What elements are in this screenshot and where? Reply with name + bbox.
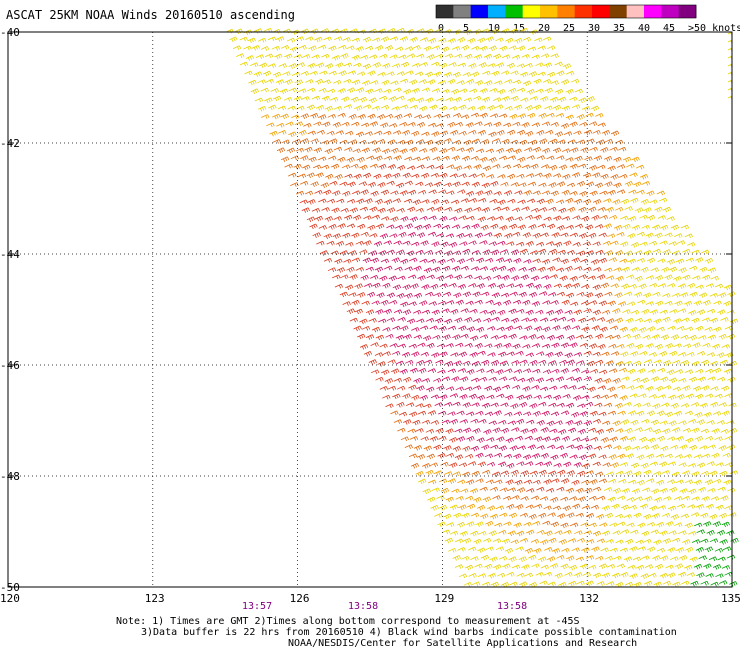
legend-swatch [522, 5, 541, 18]
longitude-label: 129 [434, 592, 454, 605]
latitude-label: -48 [0, 470, 20, 483]
wind-barbs [225, 27, 739, 588]
longitude-label: 126 [290, 592, 310, 605]
latitude-label: -40 [0, 26, 20, 39]
longitude-label: 132 [579, 592, 599, 605]
map-frame [7, 31, 733, 588]
latitude-label: -42 [0, 137, 20, 150]
legend-swatch [453, 5, 472, 18]
legend-swatch [609, 5, 628, 18]
note-line-1: Note: 1) Times are GMT 2)Times along bot… [116, 616, 580, 627]
legend-tick-label: 40 [638, 23, 650, 34]
legend-swatch [574, 5, 593, 18]
legend-tick-label: 0 [438, 23, 444, 34]
time-label: 13:57 [242, 601, 272, 612]
legend-tick-label: 5 [463, 23, 469, 34]
legend-swatch [644, 5, 662, 18]
legend-tick-label: 20 [538, 23, 550, 34]
legend-tick-label: 35 [613, 23, 625, 34]
time-label: 13:58 [348, 601, 378, 612]
note-line-2: 3)Data buffer is 22 hrs from 20160510 4)… [141, 627, 677, 638]
legend-swatch [436, 5, 454, 18]
latitude-label: -46 [0, 359, 20, 372]
legend-swatch [470, 5, 489, 18]
longitude-label: 120 [0, 592, 20, 605]
latitude-label: -50 [0, 581, 20, 594]
legend-tick-label: 25 [563, 23, 575, 34]
legend-tick-label: 45 [663, 23, 675, 34]
ticks [8, 31, 732, 588]
legend-swatch [661, 5, 680, 18]
legend-tick-label: >50 knots [688, 23, 740, 34]
legend-swatch [592, 5, 610, 18]
legend-tick-label: 10 [488, 23, 500, 34]
legend-swatch [540, 5, 558, 18]
longitude-label: 123 [145, 592, 165, 605]
legend-swatch [678, 5, 697, 18]
legend-swatch [557, 5, 576, 18]
legend-swatch [505, 5, 524, 18]
legend-swatch [488, 5, 506, 18]
longitude-label: 135 [721, 592, 740, 605]
time-label: 13:58 [497, 601, 527, 612]
credit-line: NOAA/NESDIS/Center for Satellite Applica… [288, 638, 638, 649]
map-title: ASCAT 25KM NOAA Winds 20160510 ascending [6, 8, 295, 22]
latitude-label: -44 [0, 248, 20, 261]
legend-tick-label: 15 [513, 23, 525, 34]
legend-swatch [626, 5, 645, 18]
wind-speed-legend: 0 5 10 15 20 25 30 35 40 45 >50 knots [435, 4, 740, 34]
legend-tick-label: 30 [588, 23, 600, 34]
legend-frame [435, 4, 697, 19]
graticule [8, 32, 732, 587]
